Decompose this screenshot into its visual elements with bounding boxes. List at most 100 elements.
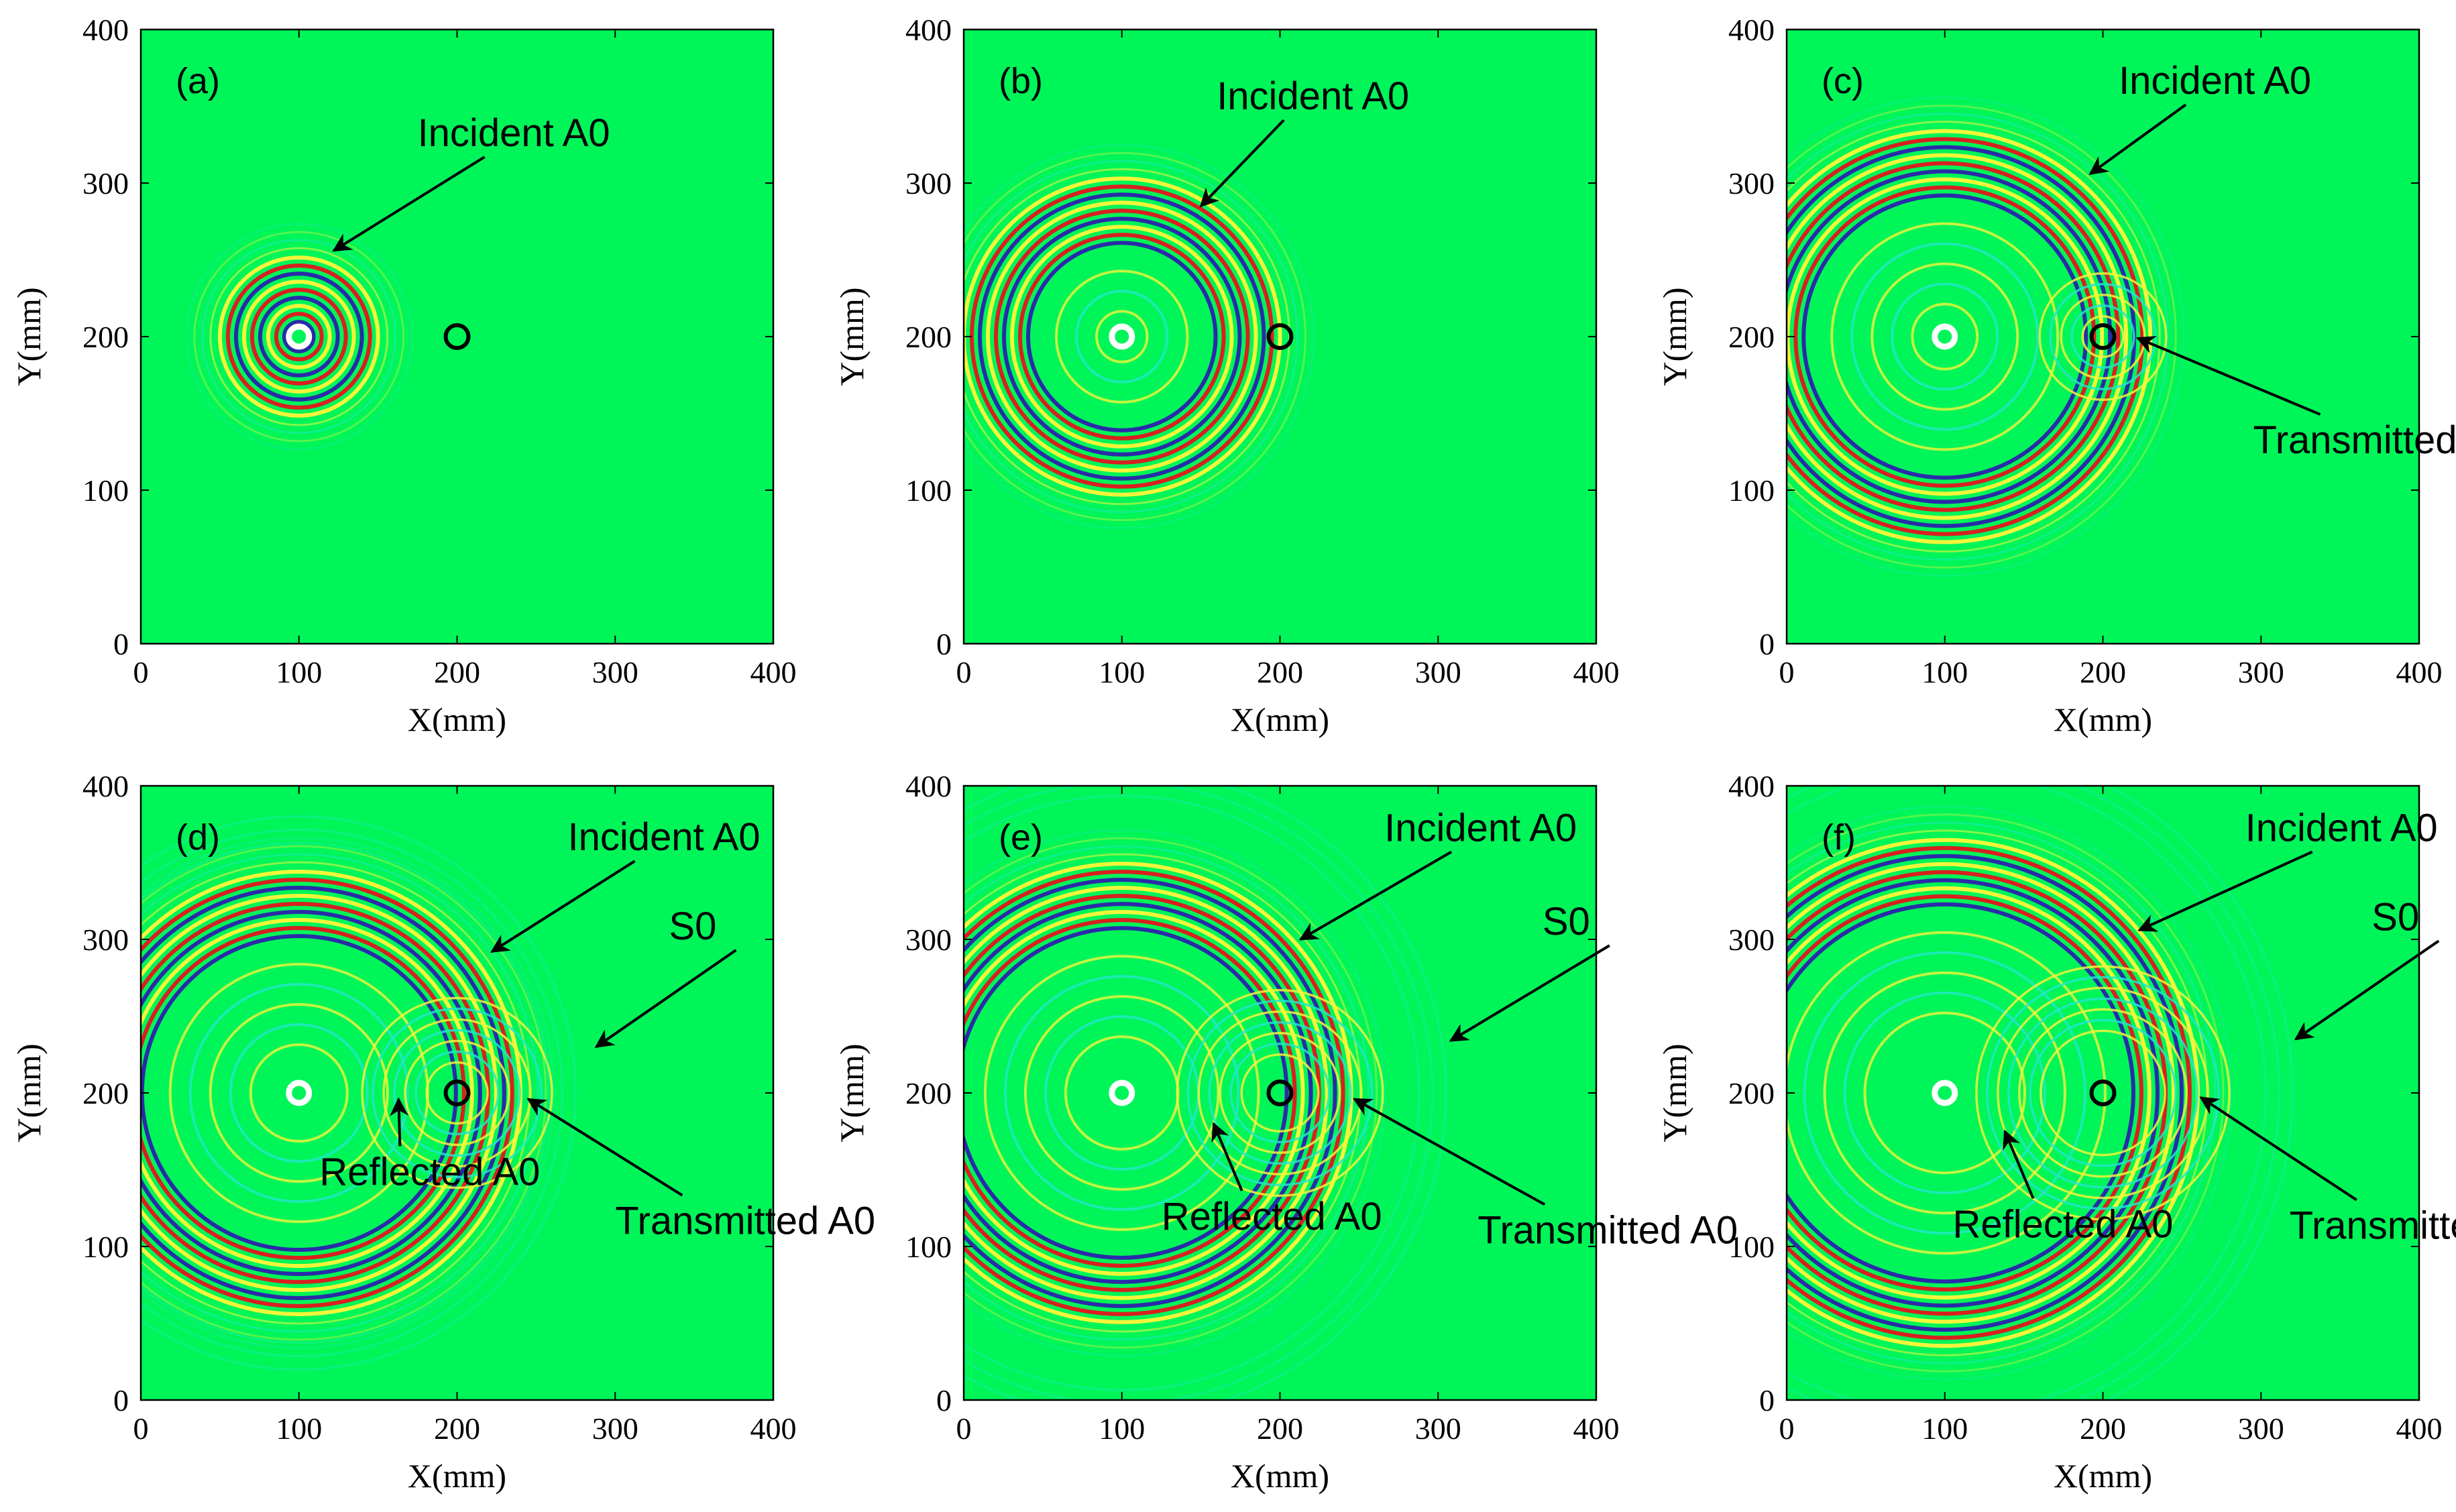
defect-marker: [443, 1080, 471, 1106]
y-tick-label: 200: [905, 320, 952, 354]
x-tick-label: 300: [1415, 1411, 1461, 1446]
defect-marker: [2089, 323, 2117, 350]
x-tick-label: 100: [276, 1411, 322, 1446]
precursor-ring: [141, 845, 547, 1341]
x-tick-label: 100: [1099, 1411, 1145, 1446]
incident-wave-band: [1018, 233, 1226, 441]
annotation-label: Transmitted A0: [2253, 418, 2456, 462]
x-tick-label: 200: [1257, 1411, 1303, 1446]
x-axis-label: X(mm): [1231, 701, 1329, 738]
incident-wave-band: [1787, 153, 2129, 520]
source-marker: [286, 1080, 313, 1106]
incident-wave-band: [1010, 225, 1234, 449]
s0-wave-ring: [964, 795, 1420, 1391]
incident-wave-band: [964, 870, 1345, 1316]
source-marker: [1932, 1080, 1958, 1106]
annotation-label: Transmitted A0: [2290, 1204, 2456, 1248]
panel-letter: (f): [1822, 817, 1856, 858]
y-tick-label: 200: [1728, 1076, 1775, 1110]
s0-wave-ring: [1787, 786, 2267, 1400]
precursor-ring: [1787, 97, 2185, 577]
incident-wave-band: [141, 894, 498, 1292]
x-tick-label: 400: [1573, 655, 1620, 689]
wave-field: [185, 223, 413, 451]
trailing-ring: [188, 982, 409, 1204]
precursor-ring: [185, 223, 413, 451]
reflected-wave-ring: [361, 996, 553, 1189]
annotation-label: Incident A0: [1217, 74, 1409, 118]
reflected-wave-ring: [404, 1039, 510, 1147]
trailing-ring: [1787, 931, 2107, 1255]
annotation-label: Reflected A0: [319, 1150, 540, 1194]
reflected-wave-ring: [1197, 1010, 1363, 1175]
precursor-ring: [1787, 105, 2177, 569]
x-tick-label: 200: [1257, 655, 1303, 689]
x-tick-label: 100: [1921, 655, 1968, 689]
reflected-wave-ring: [1997, 986, 2209, 1200]
y-tick-label: 100: [1728, 1230, 1775, 1264]
panel-letter: (b): [999, 61, 1043, 101]
y-tick-label: 0: [113, 1383, 129, 1417]
x-tick-label: 100: [1099, 655, 1145, 689]
incident-wave-band: [1787, 169, 2113, 504]
panel-d: 0 100 200 300 400 0 100 200 300 400 X(mm) Y(mm) (d) I…: [10, 769, 875, 1495]
reflected-wave-ring: [1986, 976, 2220, 1210]
incident-wave-band: [217, 255, 380, 418]
source-marker: [286, 323, 313, 350]
defect-marker: [1266, 1080, 1294, 1106]
incident-wave-band: [1793, 185, 2097, 488]
x-tick-label: 200: [434, 655, 480, 689]
incident-wave-band: [986, 200, 1258, 473]
y-tick-label: 300: [905, 166, 952, 200]
y-axis-label: Y(mm): [833, 1043, 871, 1142]
x-tick-label: 0: [956, 1411, 972, 1446]
panel-e: 0 100 200 300 400 0 100 200 300 400 X(mm) Y(mm) (e) I…: [833, 769, 1738, 1495]
x-axis-label: X(mm): [408, 701, 506, 738]
annotation-arrow: [526, 1098, 683, 1197]
defect-marker: [2089, 1080, 2117, 1106]
annotation-arrow: [1298, 850, 1453, 941]
defect-marker: [443, 323, 471, 350]
reflected-wave-ring: [372, 1007, 543, 1179]
wave-field: [141, 815, 577, 1371]
s0-wave-ring: [964, 786, 1447, 1400]
wave-field: [964, 786, 1447, 1400]
incident-wave-band: [225, 264, 372, 410]
y-tick-label: 400: [1728, 13, 1775, 47]
x-axis-label: X(mm): [2054, 1457, 2152, 1495]
x-tick-label: 0: [1779, 1411, 1795, 1446]
x-tick-label: 300: [592, 1411, 638, 1446]
x-tick-label: 200: [2080, 1411, 2126, 1446]
panel-letter: (e): [999, 817, 1043, 858]
precursor-ring: [1787, 821, 2217, 1364]
incident-wave-band: [1801, 193, 2088, 480]
incident-wave-band: [964, 926, 1289, 1260]
annotation-label: Incident A0: [568, 815, 761, 859]
annotation-arrow: [332, 156, 486, 252]
reflected-wave-ring: [1240, 1053, 1320, 1132]
x-tick-label: 300: [2238, 1411, 2284, 1446]
reflected-wave-ring: [2029, 1019, 2177, 1167]
reflected-wave-ring: [2038, 272, 2168, 402]
precursor-ring: [141, 853, 539, 1333]
incident-wave-band: [1787, 161, 2121, 512]
annotation-arrow: [1199, 119, 1285, 208]
annotation-label: Incident A0: [418, 111, 610, 155]
annotation-label: S0: [2371, 895, 2419, 939]
annotation-arrow: [2137, 850, 2313, 932]
field-background: [1787, 786, 2419, 1400]
field-background: [964, 786, 1596, 1400]
precursor-ring: [964, 845, 1370, 1341]
y-tick-label: 400: [905, 769, 952, 803]
incident-wave-band: [964, 910, 1305, 1276]
s0-wave-ring: [2105, 786, 2294, 1400]
y-tick-label: 400: [1728, 769, 1775, 803]
incident-wave-band: [141, 886, 506, 1300]
y-tick-label: 0: [113, 627, 129, 661]
wave-field: [1787, 97, 2185, 577]
source-marker: [1109, 1080, 1135, 1106]
precursor-ring: [193, 231, 405, 443]
incident-wave-band: [282, 320, 316, 353]
x-axis-label: X(mm): [2054, 701, 2152, 738]
